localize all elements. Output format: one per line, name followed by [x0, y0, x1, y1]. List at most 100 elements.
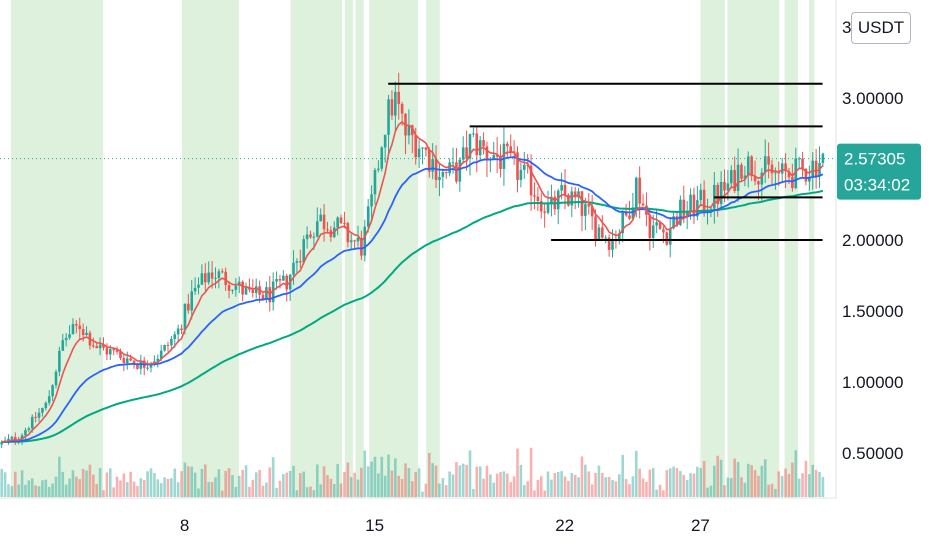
candle-body — [248, 287, 251, 290]
volume-bar — [587, 471, 591, 497]
candle-body — [244, 287, 248, 295]
time-axis[interactable]: 8 15 22 27 — [180, 516, 710, 535]
candle-body — [7, 438, 10, 441]
candle-body — [34, 416, 37, 418]
volume-bar — [13, 471, 17, 497]
candle-body — [594, 216, 597, 240]
volume-bar — [200, 468, 204, 497]
volume-bar — [590, 484, 594, 497]
candle-body — [390, 99, 394, 116]
candle-body — [546, 204, 550, 213]
volume-bar — [407, 468, 411, 497]
candle-body — [641, 203, 645, 206]
volume-bar — [319, 484, 322, 497]
candle-body — [71, 324, 75, 335]
volume-bar — [176, 482, 180, 497]
price-badge-value: 2.57305 — [844, 150, 905, 169]
price-axis-label: 0.50000 — [842, 444, 903, 463]
candle-body — [519, 169, 523, 180]
candle-body — [689, 194, 692, 211]
volume-bar — [567, 480, 570, 497]
candle-body — [339, 217, 343, 224]
volume-bar — [207, 481, 210, 497]
volume-bar — [516, 448, 519, 497]
candle-body — [587, 204, 591, 207]
candle-body — [380, 147, 384, 169]
candle-body — [590, 206, 594, 217]
price-axis-label: 3 — [842, 18, 851, 37]
volume-bar — [716, 455, 720, 497]
volume-bar — [210, 481, 214, 497]
volume-bar — [427, 453, 431, 497]
volume-bar — [584, 464, 587, 497]
volume-bar — [88, 464, 92, 497]
candle-body — [312, 236, 316, 238]
volume-bar — [92, 474, 95, 497]
candle-body — [814, 160, 818, 177]
volume-bar — [468, 450, 472, 497]
candle-body — [295, 261, 299, 263]
candle-body — [533, 195, 536, 197]
volume-bar — [791, 462, 794, 497]
volume-bar — [305, 487, 309, 497]
volume-bar — [285, 472, 289, 497]
candle-body — [427, 149, 431, 172]
volume-bar — [163, 477, 166, 497]
candle-body — [601, 227, 604, 238]
candle-body — [441, 172, 445, 177]
candle-body — [702, 189, 706, 211]
volume-bar — [149, 468, 153, 497]
candle-body — [210, 272, 214, 279]
volume-bar — [821, 476, 825, 497]
candle-body — [794, 158, 798, 189]
volume-bar — [529, 447, 533, 497]
volume-bar — [112, 487, 115, 497]
volume-bar — [729, 478, 733, 497]
volume-bar — [522, 485, 526, 497]
currency-selector[interactable]: USDT — [851, 12, 911, 44]
volume-bar — [651, 468, 655, 497]
volume-bar — [102, 490, 105, 497]
volume-bar — [271, 457, 275, 497]
candle-body — [187, 303, 190, 311]
volume-bar — [580, 456, 584, 497]
volume-bar — [638, 468, 641, 497]
volume-bar — [506, 473, 509, 497]
volume-bar — [780, 476, 784, 497]
volume-bar — [275, 487, 278, 497]
volume-bar — [71, 470, 75, 497]
volume-bar — [733, 458, 736, 497]
volume-bar — [502, 471, 506, 497]
volume-bar — [685, 480, 689, 497]
volume-bar — [811, 464, 815, 497]
volume-bar — [315, 464, 319, 497]
candle-body — [176, 328, 180, 335]
volume-bar — [499, 472, 502, 497]
volume-bar — [373, 456, 377, 497]
candle-body — [529, 165, 533, 196]
session-shade-band — [808, 0, 815, 498]
candle-body — [105, 347, 109, 355]
volume-bar — [309, 486, 312, 497]
candle-body — [784, 163, 787, 172]
candle-body — [417, 148, 421, 158]
candle-body — [383, 134, 387, 148]
volume-bar — [343, 471, 346, 497]
candle-body — [254, 286, 258, 294]
volume-bar — [136, 486, 139, 497]
volume-bar — [78, 479, 82, 497]
candle-body — [492, 155, 496, 160]
volume-bar — [411, 481, 414, 497]
currency-selector-label: USDT — [857, 18, 905, 37]
time-axis-label: 15 — [365, 516, 384, 535]
candle-body — [292, 262, 295, 275]
candle-body — [628, 215, 631, 219]
volume-bar — [526, 481, 529, 497]
candle-body — [156, 358, 160, 362]
volume-bar — [417, 468, 421, 497]
candle-body — [414, 135, 417, 158]
volume-bar — [288, 470, 292, 497]
volume-bar — [302, 471, 306, 497]
